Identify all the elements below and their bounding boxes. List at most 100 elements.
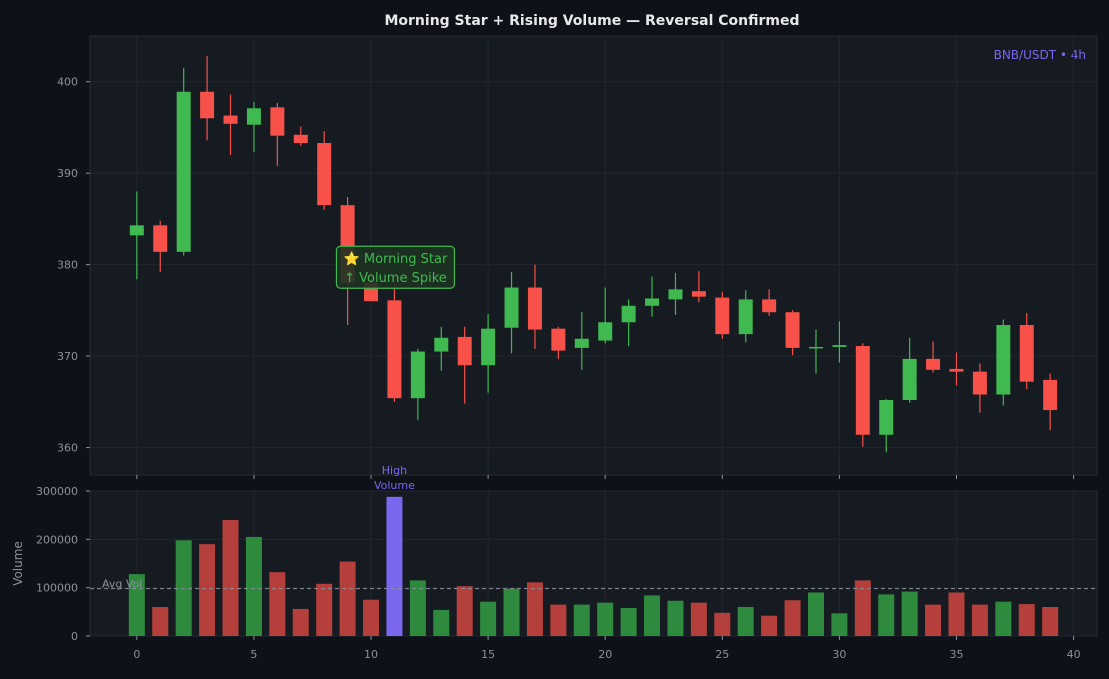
volume-bar xyxy=(620,607,637,636)
volume-axis-label: Volume xyxy=(11,541,25,586)
volume-bar xyxy=(925,604,942,636)
price-panel xyxy=(89,35,1098,476)
candle-body xyxy=(270,107,285,136)
candle-body xyxy=(762,299,777,313)
volume-bar xyxy=(526,582,543,636)
price-tick-label-y: 370 xyxy=(57,350,78,363)
candle-body xyxy=(808,346,823,349)
volume-tick-label-y: 300000 xyxy=(36,485,78,498)
volume-tick-label-x: 5 xyxy=(250,648,257,661)
volume-bar xyxy=(690,602,707,636)
volume-bar xyxy=(995,601,1012,636)
price-tick-label-y: 400 xyxy=(57,76,78,89)
candle-body xyxy=(176,91,191,252)
volume-tick-label-y: 0 xyxy=(71,630,78,643)
volume-bar xyxy=(667,600,684,636)
candle-body xyxy=(598,322,613,341)
volume-tick-label-y: 100000 xyxy=(36,582,78,595)
annotation-text: ⭐ Morning Star xyxy=(344,251,448,267)
volume-bar xyxy=(456,586,473,636)
candle-body xyxy=(481,328,496,366)
volume-bar xyxy=(901,591,918,636)
candle-body xyxy=(246,108,261,125)
volume-bar xyxy=(737,607,754,636)
volume-bar xyxy=(831,613,848,636)
volume-tick-label-y: 200000 xyxy=(36,533,78,546)
volume-bar xyxy=(363,599,380,636)
candle-body xyxy=(879,400,894,435)
candle-body xyxy=(317,143,332,206)
volume-bar xyxy=(971,604,988,636)
candle-body xyxy=(738,299,753,335)
volume-bar xyxy=(316,583,333,636)
candle-body xyxy=(504,287,519,328)
volume-bar xyxy=(152,607,169,636)
chart-title: Morning Star + Rising Volume — Reversal … xyxy=(384,13,799,29)
volume-bar xyxy=(269,572,286,636)
candle-body xyxy=(200,91,215,119)
volume-bar xyxy=(948,592,965,636)
volume-panel xyxy=(89,490,1098,637)
volume-tick-label-x: 0 xyxy=(133,648,140,661)
volume-bar xyxy=(878,594,895,636)
candle-body xyxy=(434,337,449,352)
candle-body xyxy=(1043,379,1058,411)
candle-body xyxy=(996,325,1011,395)
volume-bar xyxy=(199,544,216,636)
candle-body xyxy=(387,300,402,399)
volume-bar xyxy=(1018,604,1035,636)
candle-body xyxy=(785,312,800,348)
volume-bar xyxy=(339,561,356,636)
candle-body xyxy=(668,289,683,300)
volume-bar xyxy=(480,601,497,636)
volume-tick-label-x: 20 xyxy=(598,648,612,661)
volume-bar xyxy=(761,615,778,636)
candle-body xyxy=(153,225,168,252)
candle-body xyxy=(574,338,589,348)
volume-tick-label-x: 15 xyxy=(481,648,495,661)
volume-bar xyxy=(573,604,590,636)
volume-bar xyxy=(222,520,239,636)
high-volume-label: High xyxy=(382,464,407,477)
volume-bar xyxy=(550,604,567,636)
candle-body xyxy=(949,368,964,372)
candle-body xyxy=(855,346,870,435)
price-tick-label-y: 360 xyxy=(57,442,78,455)
candle-body xyxy=(972,371,987,395)
symbol-label: BNB/USDT • 4h xyxy=(994,48,1086,62)
volume-bar xyxy=(292,608,309,636)
candle-body xyxy=(902,358,917,401)
candle-body xyxy=(926,358,941,370)
high-volume-label: Volume xyxy=(374,479,415,492)
volume-tick-label-x: 35 xyxy=(949,648,963,661)
volume-bar xyxy=(807,592,824,636)
volume-bar xyxy=(1042,607,1059,636)
candle-body xyxy=(527,287,542,330)
volume-bar xyxy=(714,612,731,636)
candle-body xyxy=(832,345,847,347)
average-volume-label: Avg Vol xyxy=(102,578,142,591)
candle-body xyxy=(691,291,706,297)
candle-body xyxy=(645,298,660,306)
volume-tick-label-x: 25 xyxy=(715,648,729,661)
volume-bar xyxy=(245,536,262,636)
volume-bar xyxy=(644,595,661,636)
candle-body xyxy=(293,134,308,144)
candle-body xyxy=(129,225,144,236)
volume-bar xyxy=(128,574,145,636)
volume-bar xyxy=(854,580,871,636)
candle-body xyxy=(223,115,238,124)
volume-bar xyxy=(409,580,426,636)
candle-body xyxy=(551,328,566,351)
annotation-box xyxy=(335,245,456,289)
volume-bar xyxy=(503,588,520,636)
volume-bar xyxy=(784,600,801,636)
candle-body xyxy=(457,336,472,366)
price-tick-label-y: 390 xyxy=(57,167,78,180)
volume-tick-label-x: 40 xyxy=(1067,648,1081,661)
volume-bar xyxy=(386,496,403,636)
candle-body xyxy=(715,297,730,335)
volume-tick-label-x: 30 xyxy=(832,648,846,661)
